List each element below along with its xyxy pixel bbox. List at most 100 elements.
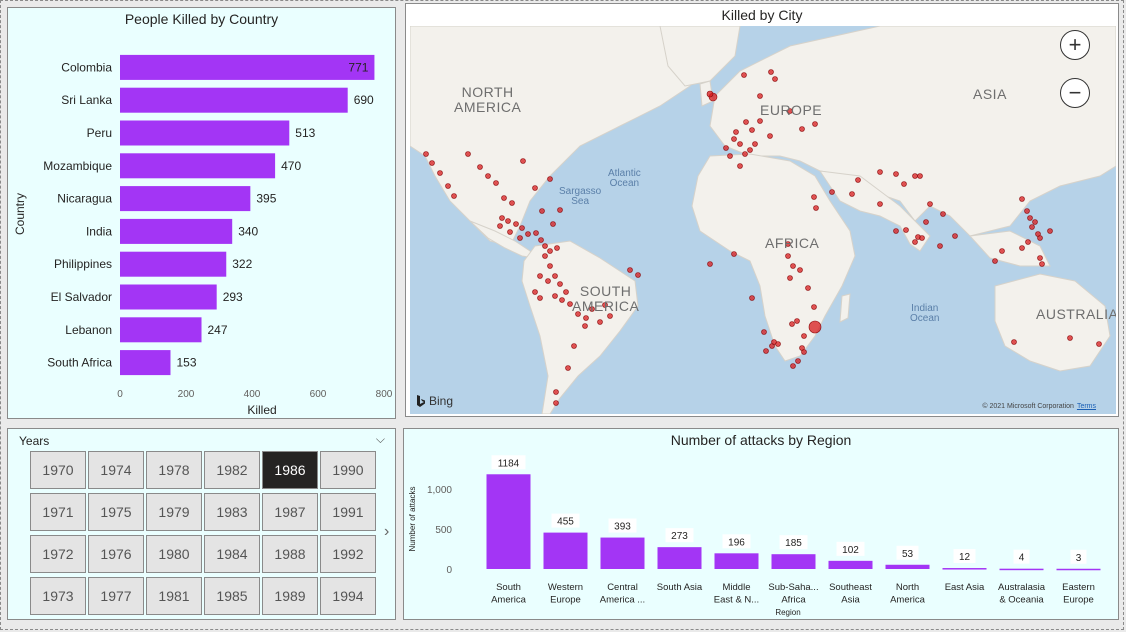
city-marker[interactable]	[901, 181, 907, 187]
bar[interactable]	[120, 54, 375, 80]
attacks-by-region-visual[interactable]: Number of attacks by Region 0 500 1,000 Num…	[403, 428, 1119, 620]
city-marker[interactable]	[707, 261, 713, 267]
city-marker[interactable]	[571, 343, 577, 349]
city-marker[interactable]	[737, 163, 743, 169]
city-marker[interactable]	[583, 315, 589, 321]
city-marker[interactable]	[790, 263, 796, 269]
city-marker[interactable]	[747, 147, 753, 153]
city-marker[interactable]	[597, 319, 603, 325]
city-marker[interactable]	[485, 173, 491, 179]
bar[interactable]	[999, 568, 1044, 571]
bar[interactable]	[543, 532, 588, 569]
city-marker[interactable]	[505, 218, 511, 224]
year-button[interactable]: 1973	[30, 577, 86, 615]
city-marker[interactable]	[552, 273, 558, 279]
city-marker[interactable]	[812, 121, 818, 127]
city-marker[interactable]	[559, 297, 565, 303]
city-marker[interactable]	[429, 160, 435, 166]
city-marker[interactable]	[937, 243, 943, 249]
killed-by-country-visual[interactable]: People Killed by Country Colombia 771 Sri …	[7, 7, 396, 419]
city-marker[interactable]	[829, 189, 835, 195]
city-marker[interactable]	[795, 358, 801, 364]
city-marker[interactable]	[706, 90, 714, 98]
city-marker[interactable]	[919, 235, 925, 241]
city-marker[interactable]	[813, 205, 819, 211]
city-marker[interactable]	[635, 272, 641, 278]
city-marker[interactable]	[877, 201, 883, 207]
year-button[interactable]: 1981	[146, 577, 202, 615]
bar[interactable]	[771, 554, 816, 569]
city-marker[interactable]	[542, 253, 548, 259]
city-marker[interactable]	[849, 191, 855, 197]
city-marker[interactable]	[557, 281, 563, 287]
city-marker[interactable]	[539, 208, 545, 214]
city-marker[interactable]	[799, 126, 805, 132]
city-marker[interactable]	[999, 248, 1005, 254]
city-marker[interactable]	[811, 194, 817, 200]
city-marker[interactable]	[513, 221, 519, 227]
city-marker[interactable]	[801, 349, 807, 355]
map-area[interactable]: NORTH AMERICA EUROPE ASIA AFRICA SOUTH A…	[410, 26, 1116, 414]
year-button[interactable]: 1986	[262, 451, 318, 489]
bar[interactable]	[120, 251, 227, 277]
city-marker[interactable]	[927, 201, 933, 207]
bar[interactable]	[942, 568, 987, 570]
city-marker[interactable]	[785, 253, 791, 259]
city-marker[interactable]	[1067, 335, 1073, 341]
city-marker[interactable]	[923, 219, 929, 225]
city-marker[interactable]	[542, 243, 548, 249]
bar[interactable]	[828, 560, 873, 569]
year-button[interactable]: 1974	[88, 451, 144, 489]
city-marker[interactable]	[808, 320, 822, 334]
year-button[interactable]: 1970	[30, 451, 86, 489]
bar[interactable]	[120, 317, 202, 343]
city-marker[interactable]	[772, 76, 778, 82]
year-button[interactable]: 1976	[88, 535, 144, 573]
city-marker[interactable]	[757, 93, 763, 99]
city-marker[interactable]	[731, 136, 737, 142]
city-marker[interactable]	[589, 306, 595, 312]
city-marker[interactable]	[545, 278, 551, 284]
city-marker[interactable]	[602, 302, 608, 308]
chevron-down-icon[interactable]: ⌵	[375, 432, 385, 446]
city-marker[interactable]	[787, 275, 793, 281]
year-button[interactable]: 1988	[262, 535, 318, 573]
city-marker[interactable]	[737, 141, 743, 147]
city-marker[interactable]	[520, 158, 526, 164]
city-marker[interactable]	[771, 339, 777, 345]
city-marker[interactable]	[749, 127, 755, 133]
bar[interactable]	[657, 547, 702, 569]
bar[interactable]	[120, 350, 171, 376]
city-marker[interactable]	[563, 289, 569, 295]
city-marker[interactable]	[1025, 239, 1031, 245]
city-marker[interactable]	[787, 108, 793, 114]
bar[interactable]	[120, 186, 251, 212]
city-marker[interactable]	[723, 145, 729, 151]
chevron-right-icon[interactable]: ›	[384, 523, 390, 540]
city-marker[interactable]	[763, 348, 769, 354]
bar[interactable]	[120, 218, 233, 244]
city-marker[interactable]	[538, 237, 544, 243]
city-marker[interactable]	[565, 365, 571, 371]
city-marker[interactable]	[445, 183, 451, 189]
city-marker[interactable]	[557, 207, 563, 213]
bar[interactable]	[486, 474, 531, 569]
city-marker[interactable]	[797, 267, 803, 273]
city-marker[interactable]	[1096, 341, 1102, 347]
killed-by-city-visual[interactable]: Killed by City NORTH AMERICA EUROPE ASIA…	[405, 3, 1119, 417]
city-marker[interactable]	[582, 323, 588, 329]
city-marker[interactable]	[855, 177, 861, 183]
city-marker[interactable]	[499, 215, 505, 221]
city-marker[interactable]	[451, 193, 457, 199]
year-button[interactable]: 1989	[262, 577, 318, 615]
city-marker[interactable]	[794, 318, 800, 324]
city-marker[interactable]	[912, 239, 918, 245]
year-button[interactable]: 1984	[204, 535, 260, 573]
city-marker[interactable]	[742, 151, 748, 157]
bar[interactable]	[120, 87, 348, 113]
city-marker[interactable]	[940, 211, 946, 217]
year-button[interactable]: 1991	[320, 493, 376, 531]
city-marker[interactable]	[533, 230, 539, 236]
city-marker[interactable]	[992, 258, 998, 264]
city-marker[interactable]	[952, 233, 958, 239]
